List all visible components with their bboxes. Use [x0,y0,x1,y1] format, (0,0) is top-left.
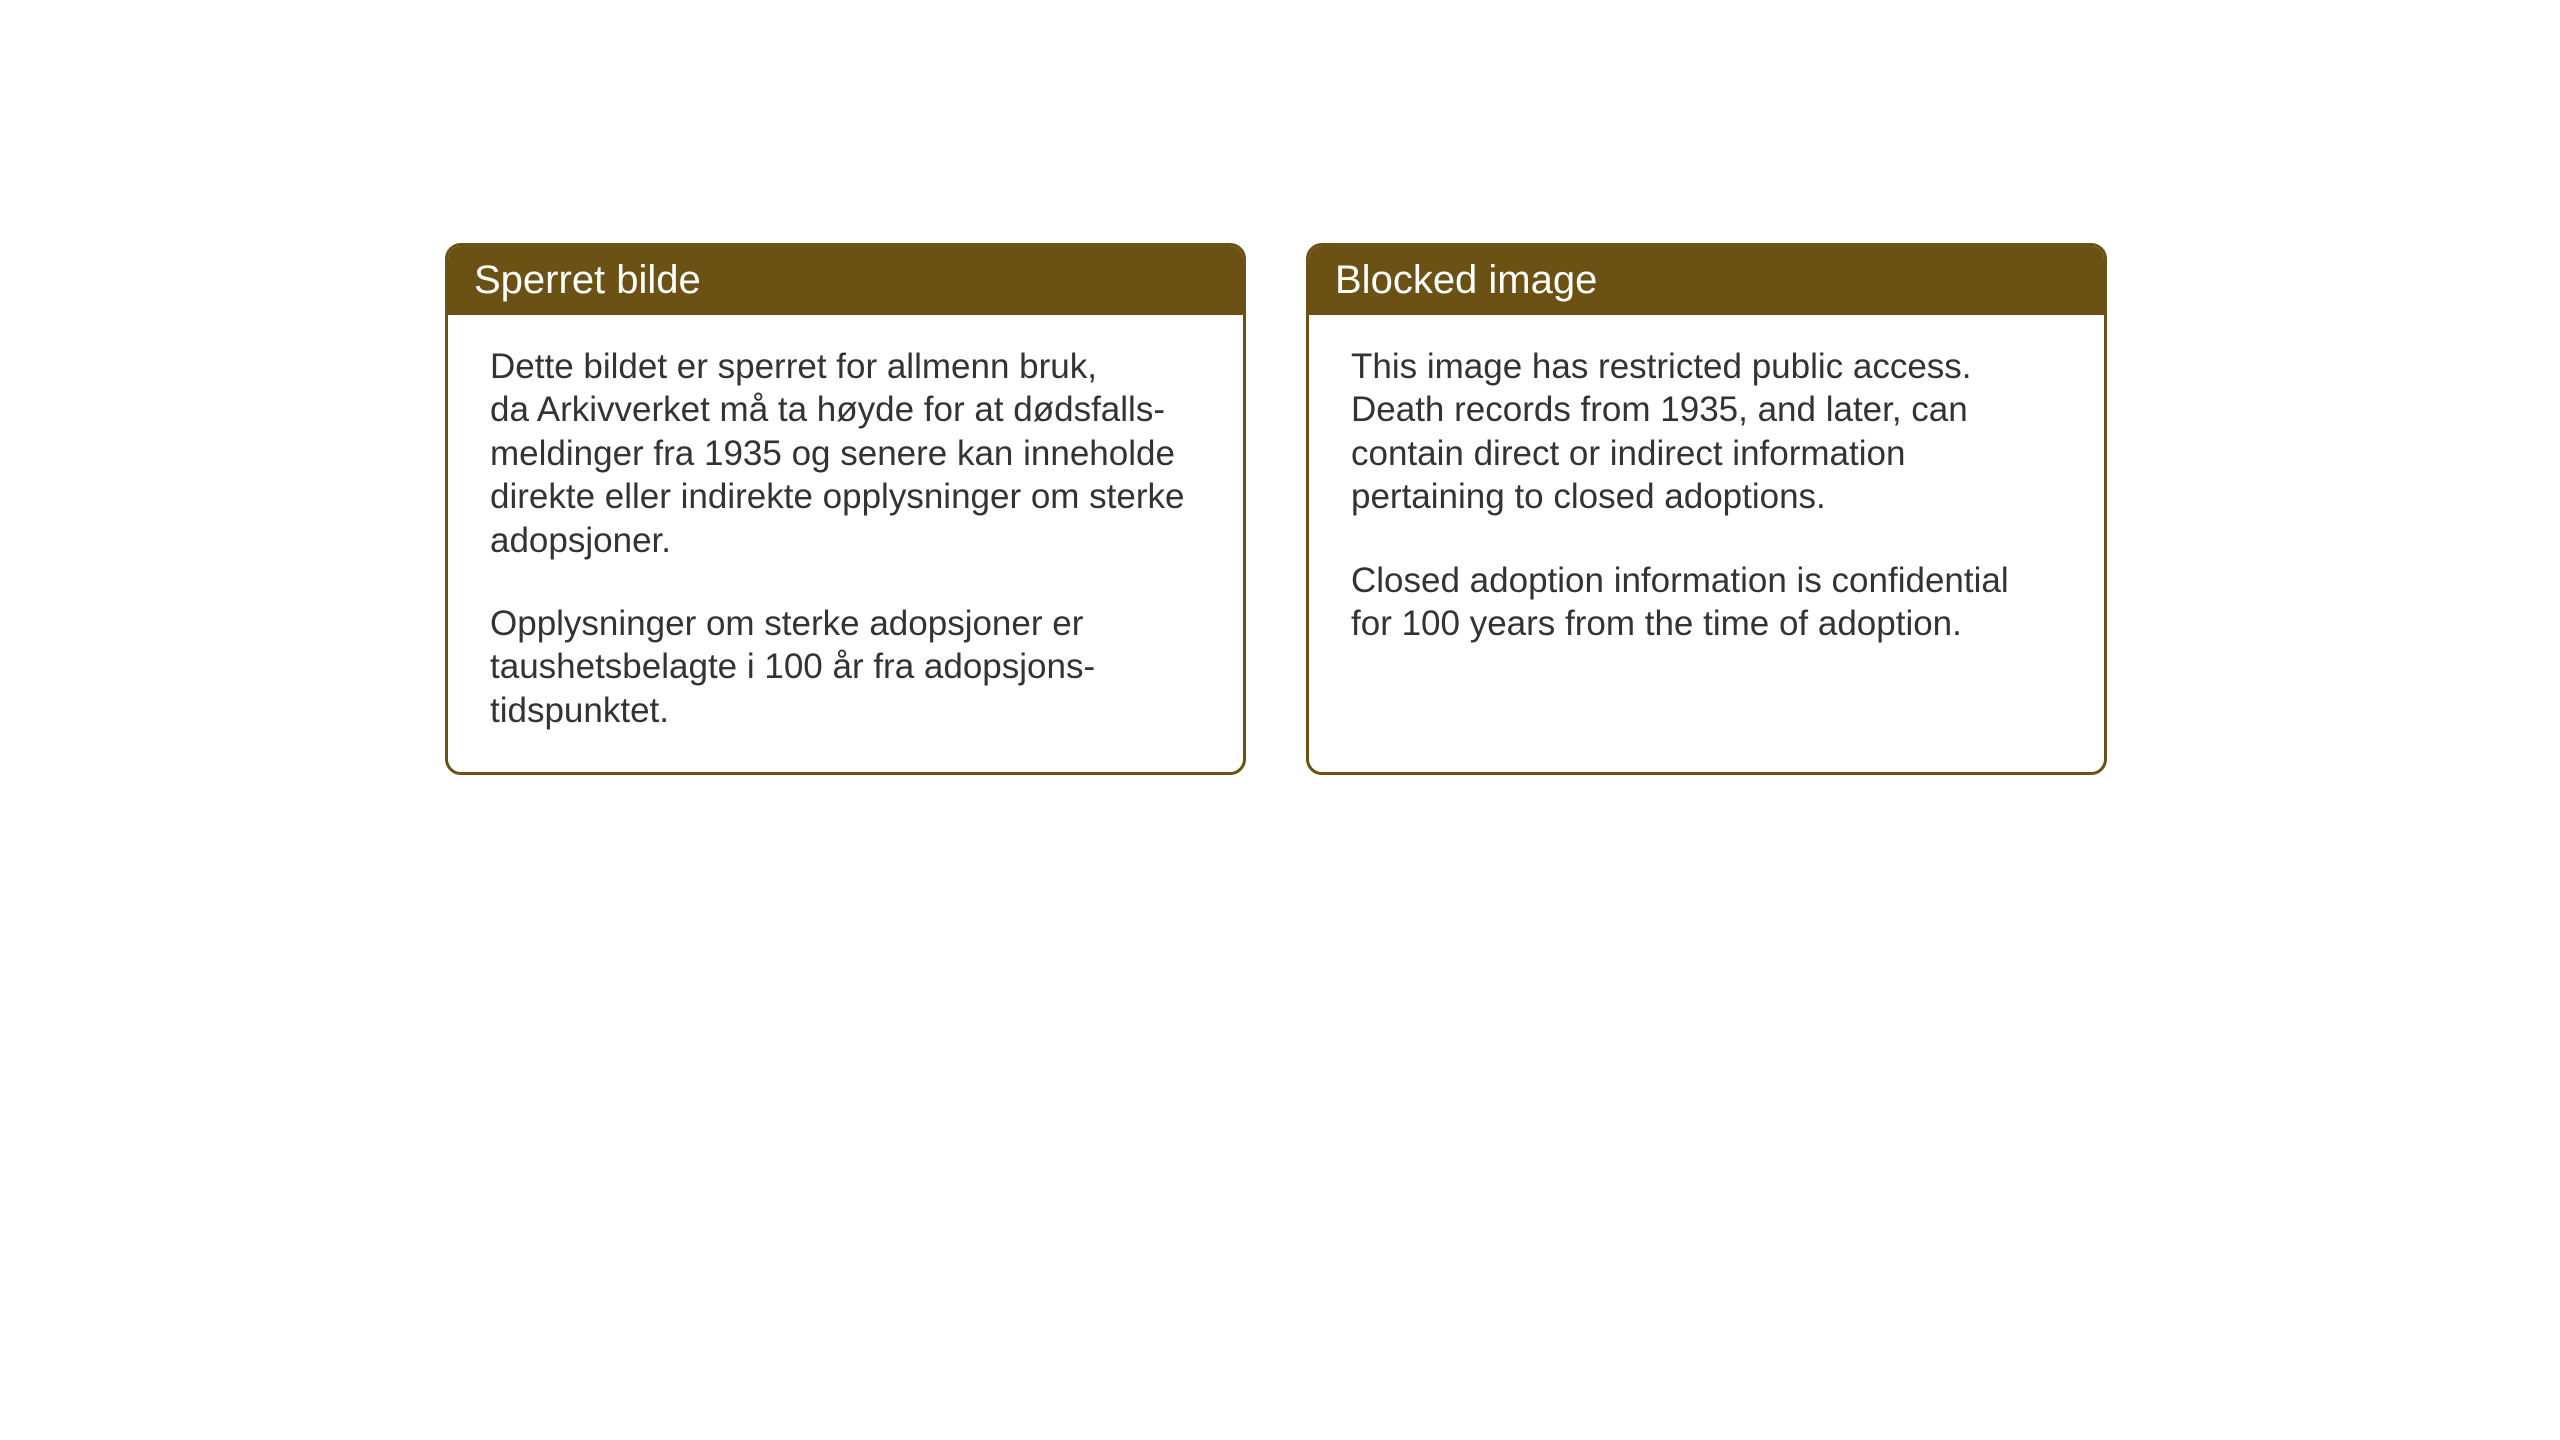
info-cards-container: Sperret bilde Dette bildet er sperret fo… [445,243,2560,775]
norwegian-card-title: Sperret bilde [448,246,1243,315]
norwegian-paragraph-1: Dette bildet er sperret for allmenn bruk… [490,345,1201,562]
english-notice-card: Blocked image This image has restricted … [1306,243,2107,775]
norwegian-card-body: Dette bildet er sperret for allmenn bruk… [448,315,1243,772]
english-card-body: This image has restricted public access.… [1309,315,2104,745]
english-paragraph-2: Closed adoption information is confident… [1351,559,2062,646]
english-paragraph-1: This image has restricted public access.… [1351,345,2062,519]
norwegian-notice-card: Sperret bilde Dette bildet er sperret fo… [445,243,1246,775]
english-card-title: Blocked image [1309,246,2104,315]
norwegian-paragraph-2: Opplysninger om sterke adopsjoner er tau… [490,602,1201,732]
